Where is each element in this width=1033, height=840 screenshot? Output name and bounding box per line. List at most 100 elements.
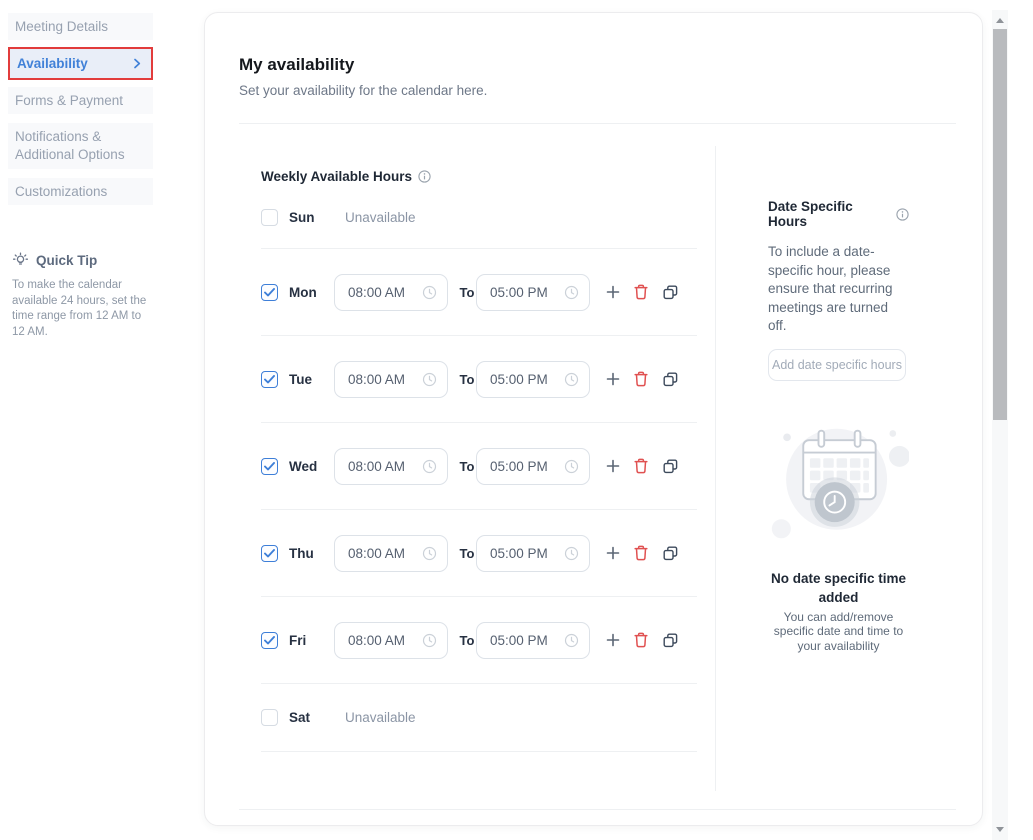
clock-icon (422, 459, 437, 474)
column-divider (715, 146, 716, 791)
start-time-input[interactable] (348, 632, 420, 648)
delete-slot-button[interactable] (634, 632, 648, 648)
clock-icon (422, 285, 437, 300)
to-label: To (459, 371, 475, 387)
day-checkbox[interactable] (261, 208, 278, 226)
clock-icon (564, 633, 579, 648)
start-time-input[interactable] (348, 284, 420, 300)
start-time-input[interactable] (348, 545, 420, 561)
end-time-field[interactable] (476, 534, 590, 572)
to-label: To (459, 458, 475, 474)
end-time-input[interactable] (490, 458, 562, 474)
add-slot-button[interactable] (606, 546, 620, 560)
end-time-field[interactable] (476, 273, 590, 311)
day-label: Mon (289, 284, 317, 300)
weekly-hours-title: Weekly Available Hours (261, 169, 413, 184)
day-row-wed: Wed To (261, 423, 697, 510)
scrollbar-up-arrow-icon[interactable] (996, 18, 1004, 23)
add-slot-button[interactable] (606, 285, 620, 299)
page-title: My availability (239, 55, 355, 74)
start-time-input[interactable] (348, 371, 420, 387)
clock-icon (564, 285, 579, 300)
header-divider (239, 123, 956, 124)
sidebar-item-meeting-details[interactable]: Meeting Details (8, 13, 153, 40)
add-date-specific-hours-button[interactable]: Add date specific hours (768, 348, 906, 381)
start-time-field[interactable] (334, 621, 448, 659)
day-row-mon: Mon To (261, 249, 697, 336)
day-row-sun: Sun Unavailable (261, 186, 697, 249)
start-time-field[interactable] (334, 534, 448, 572)
day-checkbox[interactable] (261, 283, 278, 301)
quick-tip-title: Quick Tip (36, 253, 98, 268)
info-icon[interactable] (418, 170, 431, 183)
unavailable-label: Unavailable (345, 209, 416, 225)
end-time-field[interactable] (476, 621, 590, 659)
to-label: To (459, 284, 475, 300)
chevron-right-icon (133, 58, 141, 69)
copy-slot-button[interactable] (663, 459, 678, 474)
start-time-field[interactable] (334, 447, 448, 485)
end-time-input[interactable] (490, 632, 562, 648)
day-label: Thu (289, 545, 314, 561)
clock-icon (564, 546, 579, 561)
day-label: Tue (289, 371, 312, 387)
add-slot-button[interactable] (606, 459, 620, 473)
scrollbar-thumb[interactable] (993, 29, 1007, 420)
sidebar-item-customizations[interactable]: Customizations (8, 178, 153, 205)
add-slot-button[interactable] (606, 372, 620, 386)
day-row-tue: Tue To (261, 336, 697, 423)
day-label: Sun (289, 209, 315, 225)
empty-state-title: No date specific time added (770, 570, 907, 605)
info-icon[interactable] (896, 207, 909, 221)
day-checkbox[interactable] (261, 631, 278, 649)
day-checkbox[interactable] (261, 370, 278, 388)
delete-slot-button[interactable] (634, 284, 648, 300)
sidebar-item-forms-payment[interactable]: Forms & Payment (8, 87, 153, 114)
empty-state-subtitle: You can add/remove specific date and tim… (773, 609, 904, 653)
delete-slot-button[interactable] (634, 371, 648, 387)
scrollbar-down-arrow-icon[interactable] (996, 827, 1004, 832)
copy-slot-button[interactable] (663, 633, 678, 648)
quick-tip-text: To make the calendar available 24 hours,… (12, 279, 147, 338)
sidebar-item-availability[interactable]: Availability (8, 47, 153, 80)
quick-tip-panel: Quick Tip To make the calendar available… (12, 252, 154, 340)
clock-icon (422, 546, 437, 561)
footer-divider (239, 809, 956, 810)
page-subtitle: Set your availability for the calendar h… (239, 83, 488, 98)
day-row-fri: Fri To (261, 597, 697, 684)
clock-icon (564, 372, 579, 387)
weekly-hours-section: Weekly Available Hours Sun Unavailable M… (261, 123, 697, 752)
start-time-input[interactable] (348, 458, 420, 474)
copy-slot-button[interactable] (663, 285, 678, 300)
date-specific-section: Date Specific Hours To include a date-sp… (768, 123, 909, 653)
sidebar-item-label: Customizations (15, 184, 108, 199)
day-checkbox[interactable] (261, 709, 278, 726)
end-time-input[interactable] (490, 284, 562, 300)
sidebar-item-notifications[interactable]: Notifications & Additional Options (8, 123, 153, 169)
end-time-field[interactable] (476, 360, 590, 398)
start-time-field[interactable] (334, 360, 448, 398)
vertical-scrollbar[interactable] (992, 10, 1008, 840)
add-slot-button[interactable] (606, 633, 620, 647)
copy-slot-button[interactable] (663, 372, 678, 387)
end-time-input[interactable] (490, 545, 562, 561)
sidebar-item-label: Notifications & Additional Options (15, 129, 125, 162)
day-row-sat: Sat Unavailable (261, 684, 697, 752)
end-time-field[interactable] (476, 447, 590, 485)
clock-icon (422, 372, 437, 387)
day-checkbox[interactable] (261, 544, 278, 562)
to-label: To (459, 632, 475, 648)
day-row-thu: Thu To (261, 510, 697, 597)
start-time-field[interactable] (334, 273, 448, 311)
delete-slot-button[interactable] (634, 458, 648, 474)
day-label: Wed (289, 458, 318, 474)
end-time-input[interactable] (490, 371, 562, 387)
clock-icon (422, 633, 437, 648)
availability-card: My availability Set your availability fo… (204, 12, 983, 826)
copy-slot-button[interactable] (663, 546, 678, 561)
unavailable-label: Unavailable (345, 710, 416, 725)
delete-slot-button[interactable] (634, 545, 648, 561)
to-label: To (459, 545, 475, 561)
day-checkbox[interactable] (261, 457, 278, 475)
date-specific-title: Date Specific Hours (768, 199, 853, 229)
